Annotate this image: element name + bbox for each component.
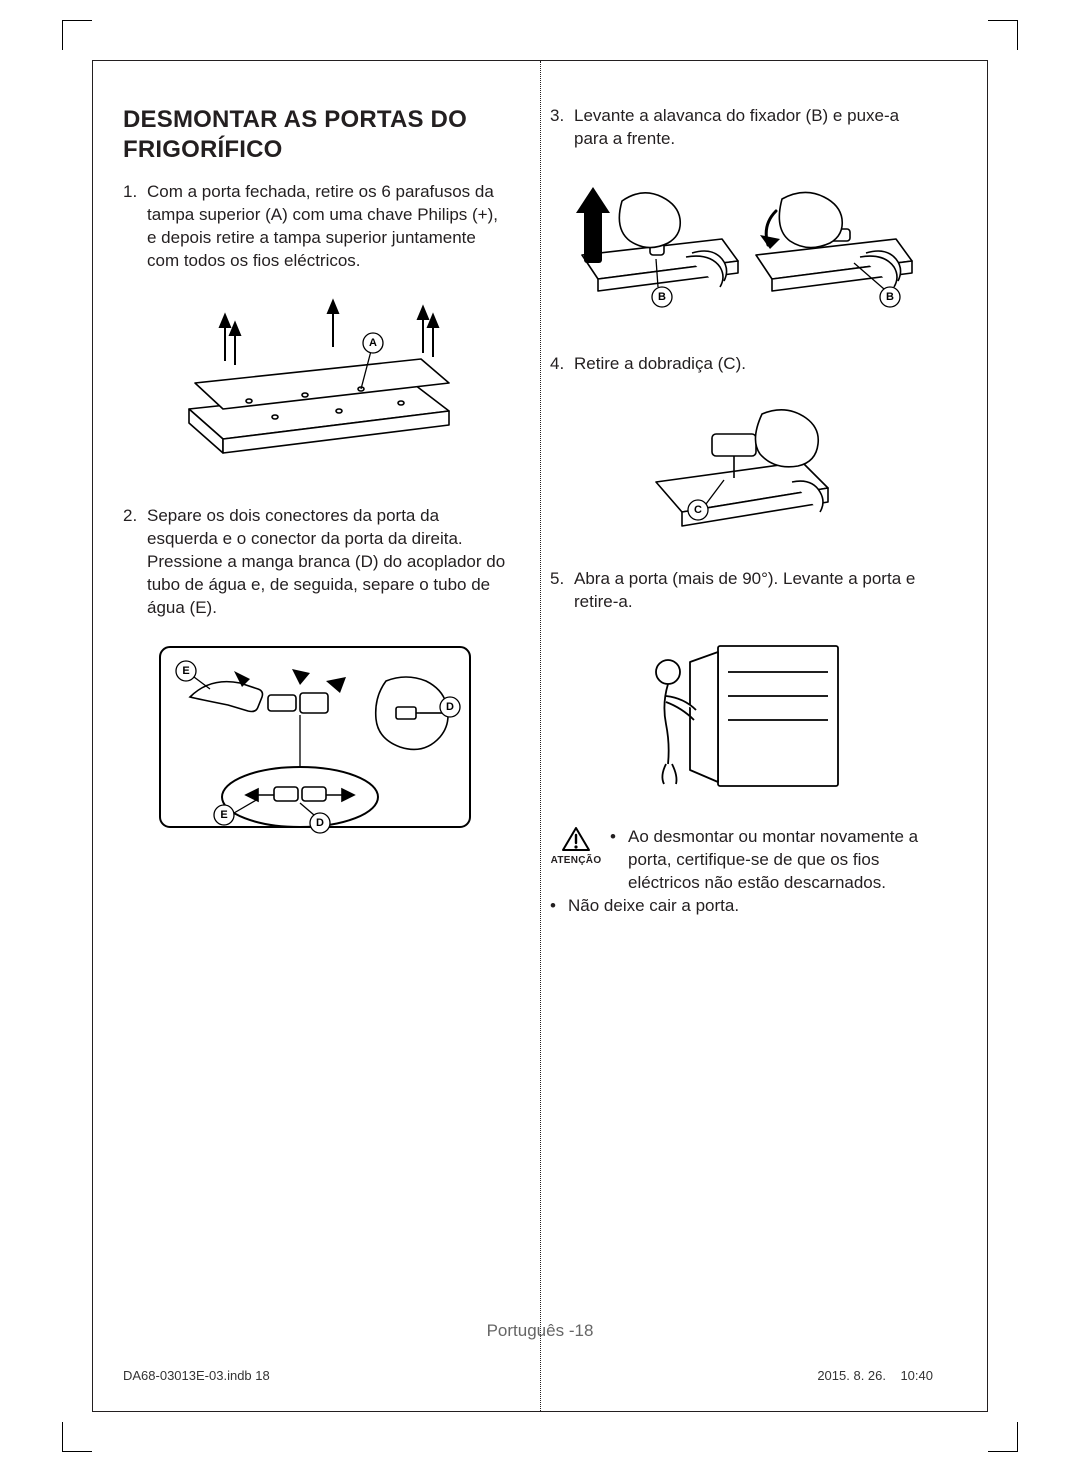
doc-reference: DA68-03013E-03.indb 18 [123, 1368, 270, 1383]
step-text: Retire a dobradiça (C). [574, 353, 933, 376]
warning-bullet: Ao desmontar ou montar novamente a porta… [610, 826, 933, 895]
warning-label: ATENÇÃO [550, 854, 602, 868]
step-text: Separe os dois conectores da porta da es… [147, 505, 506, 620]
page-footer: Português -18 [93, 1321, 987, 1341]
print-footer: DA68-03013E-03.indb 18 2015. 8. 26. 10:4… [123, 1368, 933, 1383]
step-5: 5. Abra a porta (mais de 90°). Levante a… [550, 568, 933, 614]
step-list-right-2: 4. Retire a dobradiça (C). [550, 353, 933, 376]
callout-E: E [220, 809, 227, 821]
step-list-right-3: 5. Abra a porta (mais de 90°). Levante a… [550, 568, 933, 614]
callout-A: A [369, 337, 377, 349]
step-list-right: 3. Levante a alavanca do fixador (B) e p… [550, 105, 933, 151]
callout-C: C [694, 504, 702, 516]
step-number: 1. [123, 181, 147, 273]
crop-mark [988, 1422, 1018, 1452]
step-2: 2. Separe os dois conectores da porta da… [123, 505, 506, 620]
figure-step4: C [550, 394, 933, 534]
section-title: DESMONTAR AS PORTAS DO FRIGORÍFICO [123, 105, 506, 165]
crop-mark [988, 20, 1018, 50]
step-number: 2. [123, 505, 147, 620]
figure-step5 [550, 632, 933, 792]
callout-D: D [446, 701, 454, 713]
figure-step2: E D E D [123, 637, 506, 837]
page-frame: DESMONTAR AS PORTAS DO FRIGORÍFICO 1. Co… [92, 60, 988, 1412]
manual-page: DESMONTAR AS PORTAS DO FRIGORÍFICO 1. Co… [0, 0, 1080, 1472]
print-time: 10:40 [900, 1368, 933, 1383]
step-text: Com a porta fechada, retire os 6 parafus… [147, 181, 506, 273]
warning-bullet: Não deixe cair a porta. [550, 895, 933, 918]
callout-E: E [182, 665, 189, 677]
step-number: 4. [550, 353, 574, 376]
figure-step3: B [550, 169, 933, 319]
crop-mark [62, 1422, 92, 1452]
step-text: Levante a alavanca do fixador (B) e puxe… [574, 105, 933, 151]
callout-D: D [316, 817, 324, 829]
warning-block: ATENÇÃO Ao desmontar ou montar novamente… [550, 826, 933, 918]
footer-page: 18 [574, 1321, 593, 1340]
footer-language: Português - [487, 1321, 575, 1340]
figure-step1: A [123, 291, 506, 471]
step-4: 4. Retire a dobradiça (C). [550, 353, 933, 376]
print-date: 2015. 8. 26. [817, 1368, 886, 1383]
step-text: Abra a porta (mais de 90°). Levante a po… [574, 568, 933, 614]
right-column: 3. Levante a alavanca do fixador (B) e p… [528, 105, 933, 1245]
step-3: 3. Levante a alavanca do fixador (B) e p… [550, 105, 933, 151]
step-list-left-2: 2. Separe os dois conectores da porta da… [123, 505, 506, 620]
warning-icon: ATENÇÃO [550, 826, 602, 868]
step-number: 5. [550, 568, 574, 614]
step-number: 3. [550, 105, 574, 151]
left-column: DESMONTAR AS PORTAS DO FRIGORÍFICO 1. Co… [123, 105, 528, 1245]
crop-mark [62, 20, 92, 50]
callout-B: B [886, 291, 894, 303]
callout-B: B [658, 291, 666, 303]
two-column-layout: DESMONTAR AS PORTAS DO FRIGORÍFICO 1. Co… [123, 105, 933, 1245]
step-1: 1. Com a porta fechada, retire os 6 para… [123, 181, 506, 273]
step-list-left: 1. Com a porta fechada, retire os 6 para… [123, 181, 506, 273]
